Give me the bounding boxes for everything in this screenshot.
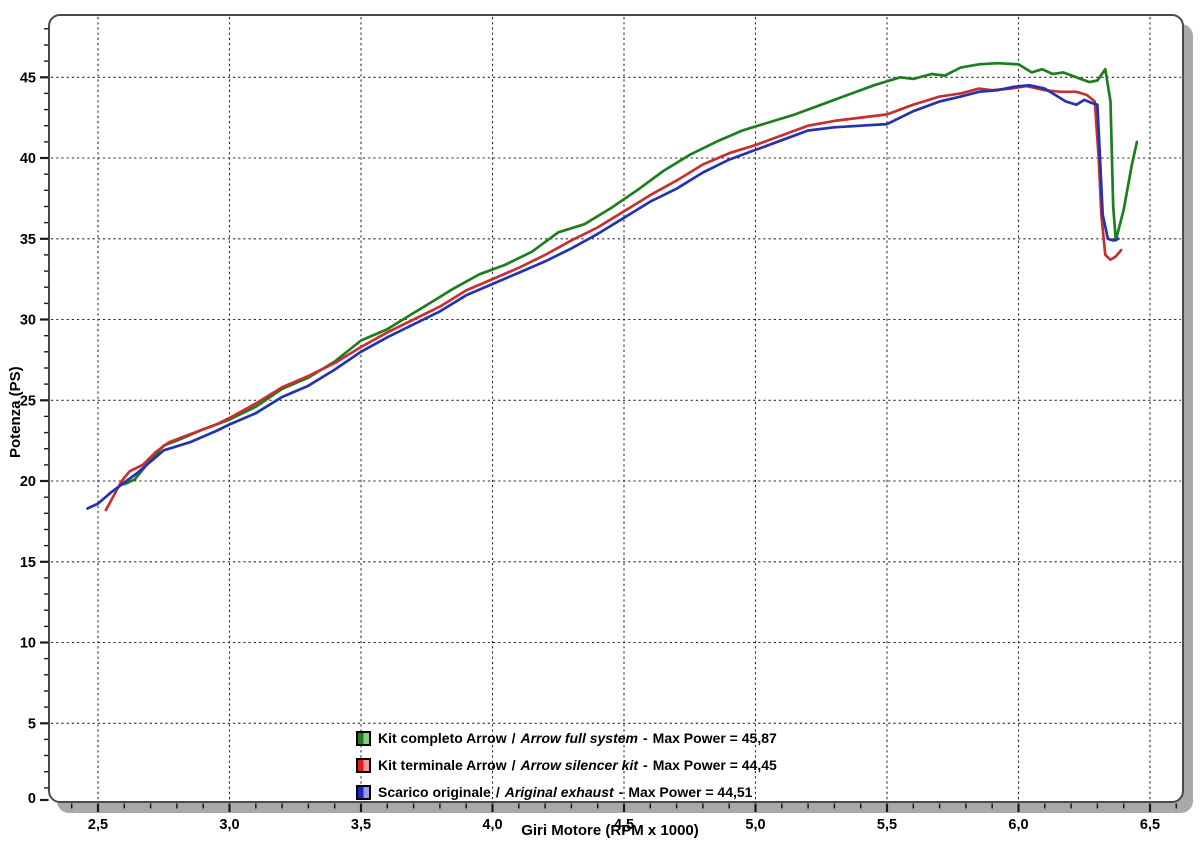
svg-text:35: 35 bbox=[20, 232, 36, 248]
y-tick-labels: 0 5 10 15 20 25 30 35 40 45 bbox=[20, 70, 36, 807]
legend-max-power: Max Power = 44,45 bbox=[652, 757, 777, 773]
svg-text:6,0: 6,0 bbox=[1008, 817, 1028, 833]
svg-text:4,0: 4,0 bbox=[482, 817, 502, 833]
series-line-original-exhaust bbox=[86, 83, 1120, 510]
svg-text:5,0: 5,0 bbox=[745, 817, 765, 833]
y-axis-ticks bbox=[40, 28, 49, 802]
y-axis-title: Potenza (PS) bbox=[7, 366, 24, 458]
legend-item-original-exhaust: Scarico originale / Ariginal exhaust - M… bbox=[356, 783, 752, 801]
x-axis-ticks bbox=[70, 803, 1178, 812]
legend-item-arrow-silencer-kit: Kit terminale Arrow / Arrow silencer kit… bbox=[356, 756, 777, 774]
svg-text:2,5: 2,5 bbox=[88, 817, 108, 833]
legend-label-english: Ariginal exhaust bbox=[504, 784, 614, 800]
svg-text:5,5: 5,5 bbox=[877, 817, 897, 833]
legend-max-power: Max Power = 44,51 bbox=[628, 784, 753, 800]
x-axis-title: Giri Motore (RPM x 1000) bbox=[521, 822, 699, 839]
legend-max-power: Max Power = 45,87 bbox=[652, 730, 777, 746]
legend-dash: - bbox=[642, 730, 648, 746]
svg-text:30: 30 bbox=[20, 313, 36, 329]
legend-label-italian: Kit completo Arrow bbox=[378, 730, 507, 746]
legend-separator: / bbox=[511, 757, 516, 773]
svg-text:40: 40 bbox=[20, 151, 36, 167]
svg-text:25: 25 bbox=[20, 393, 36, 409]
svg-text:0: 0 bbox=[28, 791, 36, 807]
plot-frame bbox=[48, 14, 1184, 803]
series-curves bbox=[86, 61, 1139, 512]
gridlines bbox=[51, 17, 1181, 800]
x-tick-labels: 2,5 3,0 3,5 4,0 4,5 5,0 5,5 6,0 6,5 bbox=[88, 817, 1160, 833]
svg-text:4,5: 4,5 bbox=[614, 817, 634, 833]
svg-text:6,5: 6,5 bbox=[1140, 817, 1160, 833]
legend-dash: - bbox=[618, 784, 624, 800]
svg-text:3,0: 3,0 bbox=[219, 817, 239, 833]
legend-label-italian: Scarico originale bbox=[378, 784, 491, 800]
svg-text:5: 5 bbox=[28, 716, 36, 732]
legend-label-english: Arrow full system bbox=[520, 730, 638, 746]
svg-text:10: 10 bbox=[20, 636, 36, 652]
legend-label-english: Arrow silencer kit bbox=[520, 757, 639, 773]
series-line-arrow-full-system bbox=[122, 61, 1139, 486]
legend-label-italian: Kit terminale Arrow bbox=[378, 757, 507, 773]
legend-swatch-blue bbox=[356, 784, 371, 800]
legend-item-arrow-full-system: Kit completo Arrow / Arrow full system -… bbox=[356, 729, 777, 747]
series-line-arrow-silencer-kit bbox=[104, 84, 1123, 512]
svg-text:45: 45 bbox=[20, 70, 36, 86]
svg-text:3,5: 3,5 bbox=[351, 817, 371, 833]
legend-separator: / bbox=[495, 784, 500, 800]
legend-separator: / bbox=[511, 730, 516, 746]
svg-text:20: 20 bbox=[20, 474, 36, 490]
svg-text:15: 15 bbox=[20, 555, 36, 571]
legend-swatch-green bbox=[356, 730, 371, 746]
legend-swatch-red bbox=[356, 757, 371, 773]
legend-dash: - bbox=[643, 757, 648, 773]
